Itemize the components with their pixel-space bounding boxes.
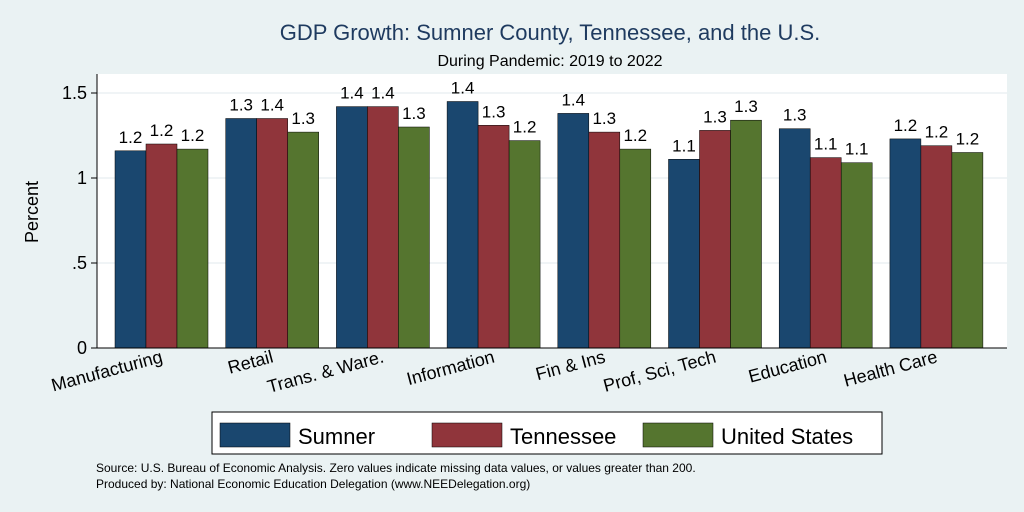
x-tick-label: Fin & Ins — [534, 347, 608, 385]
chart-title: GDP Growth: Sumner County, Tennessee, an… — [280, 20, 821, 45]
data-label: 1.4 — [451, 79, 475, 98]
data-label: 1.3 — [482, 102, 506, 121]
bar-sumner — [225, 118, 257, 349]
bar-tennessee — [256, 118, 288, 349]
x-tick-label: Trans. & Ware. — [265, 347, 386, 397]
bar-tennessee — [809, 157, 842, 349]
x-tick-label: Health Care — [841, 347, 939, 391]
produced-by-note: Produced by: National Economic Education… — [96, 477, 530, 491]
data-label: 1.3 — [592, 109, 616, 128]
bar-tennessee — [920, 145, 953, 349]
bar-united-states — [951, 152, 984, 349]
bars — [114, 101, 984, 349]
legend: Sumner Tennessee United States — [211, 411, 883, 455]
data-label: 1.4 — [371, 84, 395, 103]
y-tick-label: 0 — [77, 338, 87, 358]
y-tick-label: .5 — [72, 253, 87, 273]
bar-sumner — [557, 113, 590, 349]
data-label: 1.3 — [783, 106, 807, 125]
bar-tennessee — [477, 125, 510, 349]
bar-sumner — [446, 101, 479, 349]
x-tick-label: Education — [746, 347, 829, 387]
x-tick-label: Manufacturing — [49, 347, 164, 396]
bar-sumner — [778, 128, 811, 349]
data-label: 1.3 — [291, 109, 315, 128]
data-label: 1.2 — [894, 116, 918, 135]
x-tick-label: Information — [404, 347, 496, 390]
bar-tennessee — [145, 143, 178, 349]
data-label: 1.4 — [340, 84, 364, 103]
legend-box — [211, 411, 883, 455]
bar-united-states — [287, 131, 319, 349]
legend-swatch — [642, 422, 714, 448]
data-label: 1.2 — [956, 130, 980, 149]
data-labels: 1.2 1.2 1.2 1.3 1.4 1.3 1.4 1.4 1.3 1.4 1.3 1.2 1.4 1… — [119, 79, 980, 159]
chart-subtitle: During Pandemic: 2019 to 2022 — [437, 53, 662, 70]
data-label: 1.2 — [119, 128, 143, 147]
bar-sumner — [336, 106, 368, 349]
source-note: Source: U.S. Bureau of Economic Analysis… — [96, 461, 696, 475]
bar-tennessee — [588, 131, 621, 349]
y-axis-title: Percent — [22, 181, 42, 243]
bar-united-states — [840, 162, 873, 349]
data-label: 1.2 — [150, 121, 174, 140]
data-label: 1.3 — [703, 107, 727, 126]
bar-sumner — [668, 159, 700, 349]
x-tick-label: Retail — [226, 347, 276, 378]
bar-sumner — [889, 138, 922, 349]
bar-united-states — [619, 148, 652, 349]
bar-united-states — [508, 140, 541, 349]
legend-swatch — [431, 422, 503, 448]
bar-tennessee — [699, 130, 731, 349]
bar-united-states — [730, 119, 762, 349]
data-label: 1.1 — [672, 136, 696, 155]
data-label: 1.4 — [561, 90, 585, 109]
data-label: 1.2 — [181, 126, 205, 145]
x-tick-label: Prof, Sci, Tech — [601, 347, 718, 396]
bar-sumner — [114, 150, 147, 349]
legend-label: United States — [721, 424, 853, 449]
legend-label: Tennessee — [510, 424, 616, 449]
bar-united-states — [398, 126, 430, 349]
data-label: 1.1 — [845, 140, 869, 159]
data-label: 1.2 — [513, 118, 537, 137]
data-label: 1.2 — [925, 123, 949, 142]
y-tick-label: 1 — [77, 168, 87, 188]
data-label: 1.2 — [623, 126, 647, 145]
data-label: 1.1 — [814, 135, 838, 154]
legend-label: Sumner — [298, 424, 375, 449]
data-label: 1.3 — [402, 104, 426, 123]
y-tick-label: 1.5 — [62, 83, 87, 103]
bar-united-states — [176, 148, 209, 349]
bar-tennessee — [367, 106, 399, 349]
legend-swatch — [219, 422, 291, 448]
data-label: 1.3 — [229, 96, 253, 115]
data-label: 1.3 — [734, 97, 758, 116]
data-label: 1.4 — [260, 96, 284, 115]
